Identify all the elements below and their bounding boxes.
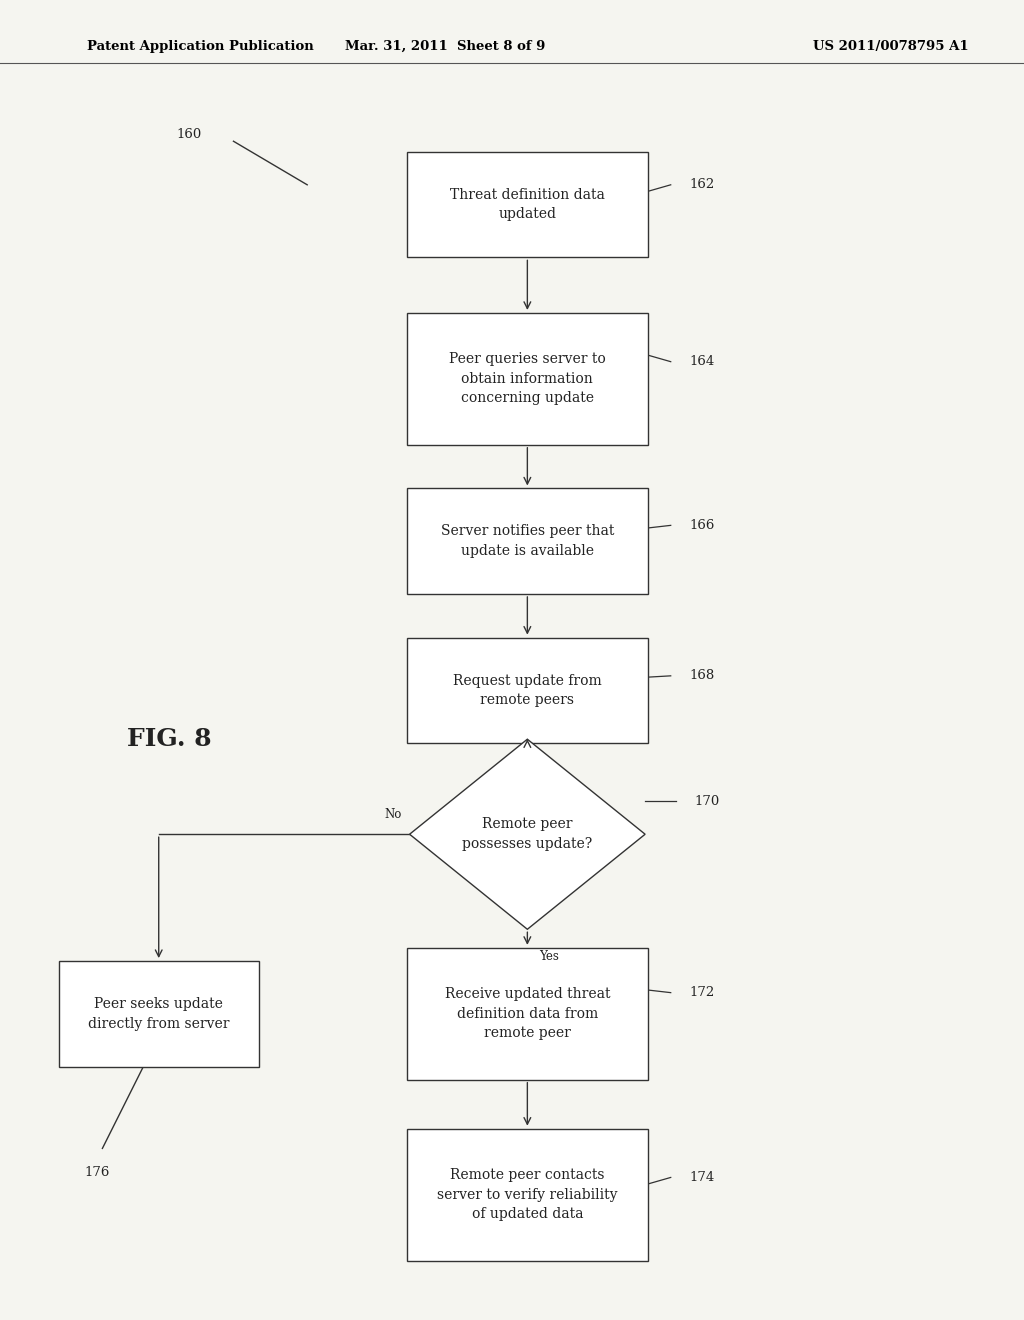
FancyBboxPatch shape [408,313,648,445]
Text: Peer queries server to
obtain information
concerning update: Peer queries server to obtain informatio… [449,352,606,405]
FancyBboxPatch shape [408,638,648,743]
FancyBboxPatch shape [58,961,258,1067]
Polygon shape [410,739,645,929]
Text: 168: 168 [689,669,715,682]
Text: FIG. 8: FIG. 8 [127,727,211,751]
Text: Remote peer contacts
server to verify reliability
of updated data: Remote peer contacts server to verify re… [437,1168,617,1221]
Text: Threat definition data
updated: Threat definition data updated [450,187,605,222]
Text: Yes: Yes [539,950,558,964]
Text: 176: 176 [85,1166,110,1179]
Text: 174: 174 [689,1171,715,1184]
Text: Request update from
remote peers: Request update from remote peers [453,673,602,708]
Text: No: No [384,808,401,821]
Text: 166: 166 [689,519,715,532]
Text: Patent Application Publication: Patent Application Publication [87,40,313,53]
Text: Receive updated threat
definition data from
remote peer: Receive updated threat definition data f… [444,987,610,1040]
Text: Server notifies peer that
update is available: Server notifies peer that update is avai… [440,524,614,558]
Text: 164: 164 [689,355,715,368]
FancyBboxPatch shape [408,488,648,594]
Text: Remote peer
possesses update?: Remote peer possesses update? [462,817,593,851]
Text: 172: 172 [689,986,715,999]
Text: 170: 170 [694,795,720,808]
Text: 162: 162 [689,178,715,191]
FancyBboxPatch shape [408,948,648,1080]
FancyBboxPatch shape [408,152,648,257]
FancyBboxPatch shape [408,1129,648,1261]
Text: 160: 160 [177,128,202,141]
Text: US 2011/0078795 A1: US 2011/0078795 A1 [813,40,969,53]
Text: Mar. 31, 2011  Sheet 8 of 9: Mar. 31, 2011 Sheet 8 of 9 [345,40,546,53]
Text: Peer seeks update
directly from server: Peer seeks update directly from server [88,997,229,1031]
